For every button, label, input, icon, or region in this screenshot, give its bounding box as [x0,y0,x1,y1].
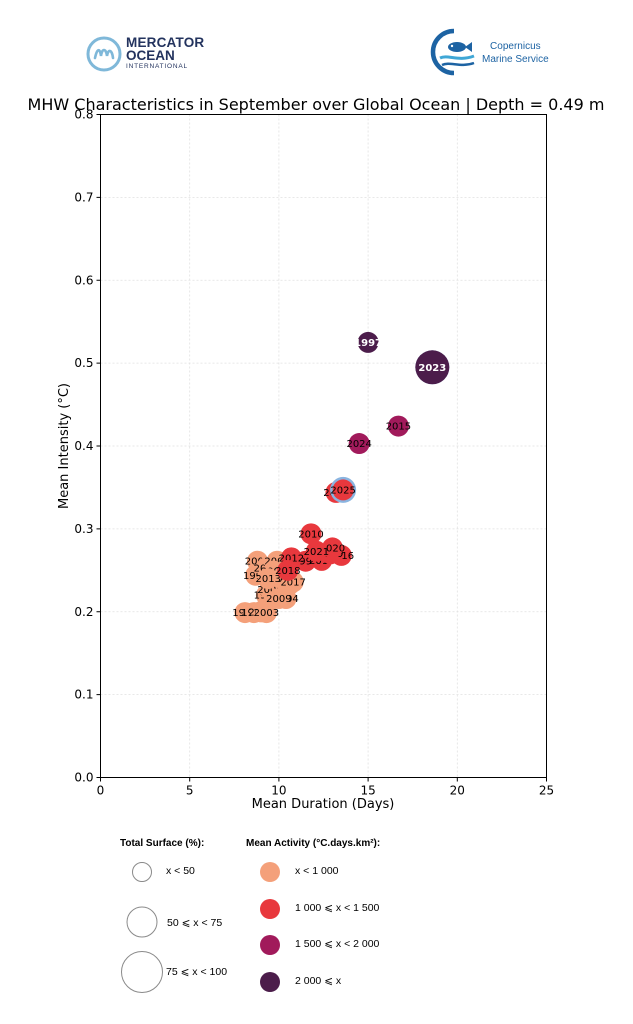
point-2024 [348,433,370,455]
y-tick-label: 0.5 [74,356,93,370]
legend-activity-label-1000-1500: 1 000 ⩽ x < 1 500 [295,902,380,914]
point-label-2006: 2006 [257,585,282,596]
point-2020 [321,537,343,559]
point-label-2010: 2010 [298,529,323,540]
y-axis-label: Mean Intensity (°C) [57,383,72,509]
point-label-2016: 2016 [329,551,354,562]
point-label-1998: 1998 [293,557,318,568]
y-axis: 0.0 0.1 0.2 0.3 0.4 0.5 0.6 0.7 0.8 [74,108,101,785]
legend-surface-title: Total Surface (%): [120,838,205,849]
point-label-2025: 2025 [330,485,355,496]
copernicus-logo-line2: Marine Service [482,54,549,65]
point-2009 [268,587,290,609]
point-label-2012: 2012 [279,553,304,564]
point-label-2013: 2013 [255,574,280,585]
legend-activity-label-ge2000: 2 000 ⩽ x [295,975,342,987]
point-label-2011: 2011 [270,574,295,585]
point-label-2014: 2014 [309,556,334,567]
point-label-2003: 2003 [254,608,279,619]
x-tick-label: 15 [360,784,375,798]
point-label-2020: 2020 [320,543,345,554]
mercator-logo-line2: OCEAN [126,48,175,63]
y-tick-label: 0.6 [74,273,93,287]
legend-surface-label-small: x < 50 [166,865,195,877]
point-label-2018: 2018 [275,566,300,577]
copernicus-marine-logo: Copernicus Marine Service [430,28,570,78]
point-label-1997: 1997 [354,338,382,349]
point-2025 [332,479,354,501]
mercator-logo-line1: MERCATOR [126,35,205,50]
point-2023 [415,350,450,385]
legend-activity-title: Mean Activity (°C.days.km²): [246,838,381,849]
point-label-2009: 2009 [266,594,291,605]
x-tick-label: 25 [539,784,554,798]
mercator-logo-line3: INTERNATIONAL [126,63,188,70]
point-label-2023: 2023 [418,363,446,374]
y-tick-label: 0.0 [74,771,93,785]
x-tick-label: 5 [186,784,194,798]
x-axis: 0 5 10 15 20 25 [97,777,554,798]
point-label-2015: 2015 [386,422,411,433]
point-label-2017: 2017 [280,577,305,588]
chart-title: MHW Characteristics in September over Gl… [28,95,605,114]
point-label-1995: 1995 [243,571,268,582]
point-label-2024: 2024 [346,439,371,450]
point-label-2000: 2000 [245,557,270,568]
plot-frame [100,114,547,778]
legend-surface-label-large: 75 ⩽ x < 100 [166,966,228,978]
legend-activity-label-1500-2000: 1 500 ⩽ x < 2 000 [295,938,380,950]
point-2003 [255,602,277,624]
y-tick-label: 0.2 [74,605,93,619]
y-tick-label: 0.4 [74,439,93,453]
data-points: 1993199419951996199719981999200020012002… [232,331,450,624]
x-tick-label: 0 [97,784,105,798]
chart-grid [100,114,547,778]
mercator-ocean-logo: MERCATOR OCEAN INTERNATIONAL [86,34,216,74]
y-tick-label: 0.7 [74,190,93,204]
point-label-2021: 2021 [304,547,329,558]
point-1997 [357,331,379,353]
x-axis-label: Mean Duration (Days) [252,797,395,812]
copernicus-fish-icon [430,28,475,76]
y-tick-label: 0.3 [74,522,93,536]
point-2018 [277,559,299,581]
x-tick-label: 10 [271,784,286,798]
x-tick-label: 20 [450,784,465,798]
point-2015 [387,415,409,437]
y-tick-label: 0.1 [74,688,93,702]
y-tick-label: 0.8 [74,108,93,122]
point-2013 [257,568,279,590]
point-2010 [300,523,322,545]
point-2021 [305,540,327,562]
legend-activity-label-lt1000: x < 1 000 [295,865,339,877]
mercator-wave-icon [86,36,122,72]
copernicus-logo-line1: Copernicus [490,41,541,52]
legend-surface-label-medium: 50 ⩽ x < 75 [167,917,223,929]
